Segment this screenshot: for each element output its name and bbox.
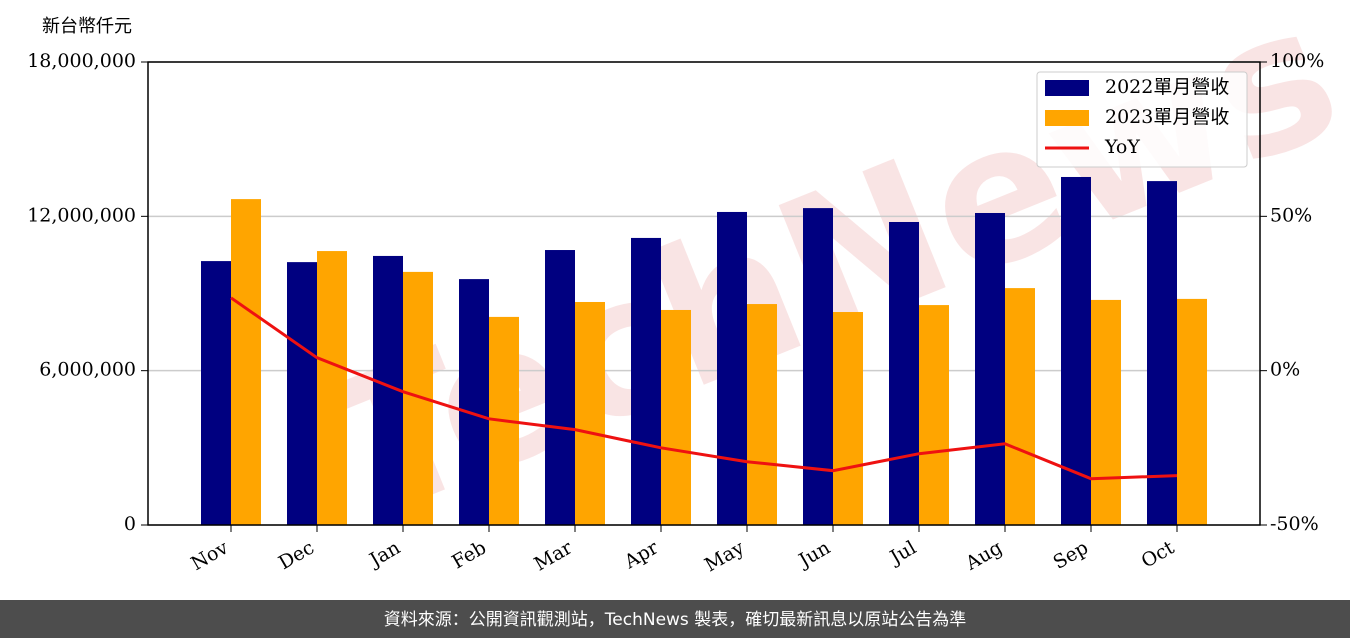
y2-tick-label: 100% (1270, 50, 1324, 72)
x-tick-label: Dec (275, 537, 318, 575)
y2-tick-label: 50% (1270, 204, 1312, 226)
x-tick-label: Nov (187, 536, 232, 575)
legend-swatch (1045, 80, 1089, 96)
x-tick-label: Sep (1049, 537, 1092, 574)
bar (287, 262, 317, 525)
bar (1091, 299, 1121, 525)
bar (231, 199, 261, 526)
bar (747, 304, 777, 525)
plot-frame (147, 61, 1261, 526)
y-axis-label: 新台幣仟元 (42, 16, 132, 37)
x-tick-label: Jun (793, 537, 834, 573)
bar (575, 301, 605, 525)
legend-box (1036, 71, 1248, 168)
bar (889, 221, 919, 525)
x-tick-label: Apr (620, 536, 663, 573)
footer-band (0, 600, 1350, 638)
x-tick-label: Oct (1138, 536, 1179, 572)
bar (631, 237, 661, 525)
y2-tick-label: 0% (1270, 359, 1300, 381)
legend-label: YoY (1104, 136, 1140, 158)
yoy-line (230, 296, 1178, 481)
plot-area: 0 6,000,000 12,000,000 18,000,000 -50% 0% 50% 1… (27, 50, 1324, 576)
y-tick-label: 6,000,000 (39, 359, 136, 381)
y-tick-label: 12,000,000 (27, 204, 136, 226)
bar (975, 212, 1005, 525)
bar (717, 211, 747, 525)
bar (1147, 181, 1177, 526)
bar (833, 312, 863, 525)
bar (545, 250, 575, 525)
legend-swatch (1045, 110, 1089, 126)
bar (317, 251, 347, 525)
x-tick-label: Mar (530, 536, 576, 575)
x-tick-label: Aug (961, 537, 1006, 576)
bar (661, 309, 691, 525)
y-tick-label: 18,000,000 (27, 50, 136, 72)
x-tick-label: May (701, 536, 748, 576)
y-tick-label: 0 (124, 513, 136, 535)
legend-label: 2023單月營收 (1105, 106, 1229, 128)
x-tick-label: Jul (885, 537, 920, 570)
bar (1005, 288, 1035, 525)
bar (459, 279, 489, 525)
bar (919, 305, 949, 525)
x-tick-label: Feb (448, 537, 490, 574)
bar (1177, 298, 1207, 525)
bar (803, 208, 833, 525)
bar (201, 261, 231, 525)
footer: 資料來源：公開資訊觀測站，TechNews 製表，確切最新訊息以原站公告為準 (384, 610, 966, 630)
legend-label: 2022單月營收 (1105, 76, 1229, 98)
y2-tick-label: -50% (1270, 513, 1319, 535)
